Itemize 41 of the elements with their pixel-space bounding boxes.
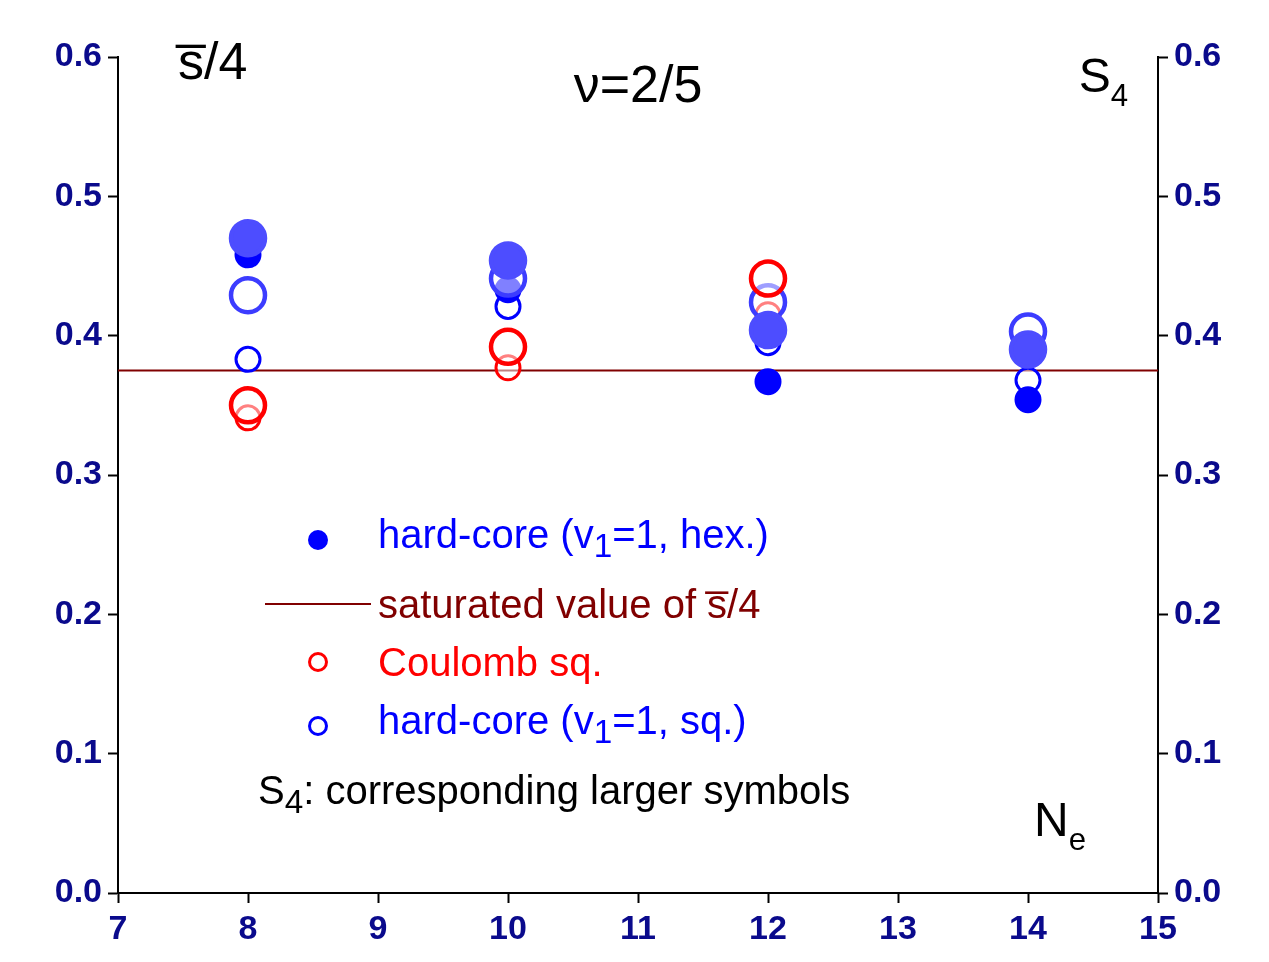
x-tick-label: 11 — [620, 907, 656, 946]
y-tick-label: 0.6 — [54, 35, 102, 74]
x-tick-label: 8 — [238, 907, 258, 946]
y-tick-label: 0.3 — [54, 453, 102, 492]
y-tick-label: 0.2 — [54, 592, 102, 631]
legend-label: hard-core (v$_{1}$=1, sq.) — [378, 697, 747, 752]
y-tick-label: 0.0 — [54, 871, 102, 910]
y2-tick-label: 0.6 — [1174, 35, 1222, 74]
point — [488, 241, 528, 280]
x-tick-label: 12 — [749, 907, 787, 946]
point — [754, 368, 782, 396]
point — [234, 345, 262, 373]
x-tick-label: 13 — [879, 907, 917, 946]
point — [748, 310, 788, 350]
y2-tick-label: 0.4 — [1174, 314, 1222, 353]
point — [228, 276, 268, 315]
y-axis-title: s̅/4 — [174, 32, 248, 90]
y-tick-label: 0.1 — [54, 732, 102, 771]
x-tick-label: 15 — [1139, 907, 1177, 946]
point — [228, 218, 268, 258]
y2-tick-label: 0.2 — [1174, 592, 1222, 631]
point — [1014, 386, 1042, 414]
y2-tick-label: 0.5 — [1174, 174, 1222, 213]
y-tick-label: 0.4 — [54, 314, 103, 353]
point — [748, 259, 788, 298]
x-tick-label: 9 — [368, 907, 388, 946]
legend-label: hard-core (v$_{1}$=1, hex.) — [378, 511, 769, 566]
y2-tick-label: 0.0 — [1174, 871, 1222, 910]
chart-title: ν=2/5 — [573, 55, 703, 113]
point — [1008, 330, 1048, 369]
annotation: S$_{4}$: corresponding larger symbols — [258, 767, 851, 822]
point — [488, 327, 528, 367]
legend-label: Coulomb sq. — [378, 639, 603, 686]
y-tick-label: 0.5 — [54, 174, 102, 213]
point — [228, 386, 268, 425]
y2-tick-label: 0.3 — [1174, 453, 1222, 492]
x-tick-label: 7 — [108, 907, 128, 946]
y2-tick-label: 0.1 — [1174, 732, 1222, 771]
x-tick-label: 14 — [1009, 907, 1047, 946]
x-tick-label: 10 — [489, 907, 527, 946]
legend-label: saturated value of s̅/4 — [378, 581, 761, 628]
